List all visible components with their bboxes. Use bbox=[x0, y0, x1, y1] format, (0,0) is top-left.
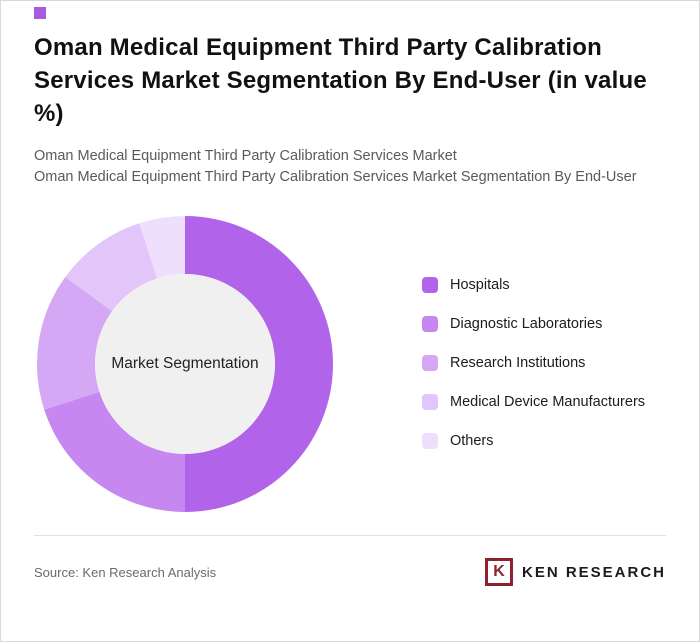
ken-research-logo-text: KEN RESEARCH bbox=[521, 563, 666, 581]
subtitle-line-2: Oman Medical Equipment Third Party Calib… bbox=[34, 169, 637, 185]
donut-segment-hospitals bbox=[185, 216, 333, 512]
donut-segment-medical-device-manufacturers bbox=[65, 223, 158, 312]
donut-chart-area: Market Segmentation Hospitals Diagnostic … bbox=[34, 213, 699, 515]
donut-chart: Market Segmentation bbox=[34, 213, 336, 515]
legend-item-medical-device-manufacturers: Medical Device Manufacturers bbox=[422, 394, 645, 410]
legend-swatch bbox=[422, 433, 438, 449]
legend-swatch bbox=[422, 316, 438, 332]
legend-label: Research Institutions bbox=[450, 355, 586, 371]
subtitle-line-1: Oman Medical Equipment Third Party Calib… bbox=[34, 148, 457, 164]
legend-item-diagnostic-laboratories: Diagnostic Laboratories bbox=[422, 316, 645, 332]
legend-item-research-institutions: Research Institutions bbox=[422, 355, 645, 371]
legend-swatch bbox=[422, 277, 438, 293]
legend-label: Hospitals bbox=[450, 277, 510, 293]
source-text: Source: Ken Research Analysis bbox=[34, 564, 217, 580]
footer: Source: Ken Research Analysis K KEN RESE… bbox=[34, 558, 666, 586]
legend-item-hospitals: Hospitals bbox=[422, 277, 645, 293]
legend-swatch bbox=[422, 355, 438, 371]
accent-square bbox=[34, 7, 46, 19]
legend-label: Diagnostic Laboratories bbox=[450, 316, 603, 332]
donut-center-hole bbox=[95, 274, 275, 454]
footer-divider bbox=[34, 535, 666, 536]
legend-label: Others bbox=[450, 433, 494, 449]
donut-segment-diagnostic-laboratories bbox=[44, 391, 185, 512]
legend-swatch bbox=[422, 394, 438, 410]
legend-item-others: Others bbox=[422, 433, 645, 449]
legend-label: Medical Device Manufacturers bbox=[450, 394, 646, 410]
donut-segment-others bbox=[139, 216, 185, 279]
chart-legend: Hospitals Diagnostic Laboratories Research… bbox=[422, 277, 645, 472]
donut-segment-research-institutions bbox=[37, 277, 113, 410]
ken-research-logo: K KEN RESEARCH bbox=[484, 558, 666, 586]
page-title: Oman Medical Equipment Third Party Calib… bbox=[34, 34, 647, 127]
ken-research-logo-icon: K bbox=[484, 558, 513, 586]
subtitle-block: Oman Medical Equipment Third Party Calib… bbox=[34, 146, 670, 187]
donut-svg bbox=[37, 216, 333, 512]
